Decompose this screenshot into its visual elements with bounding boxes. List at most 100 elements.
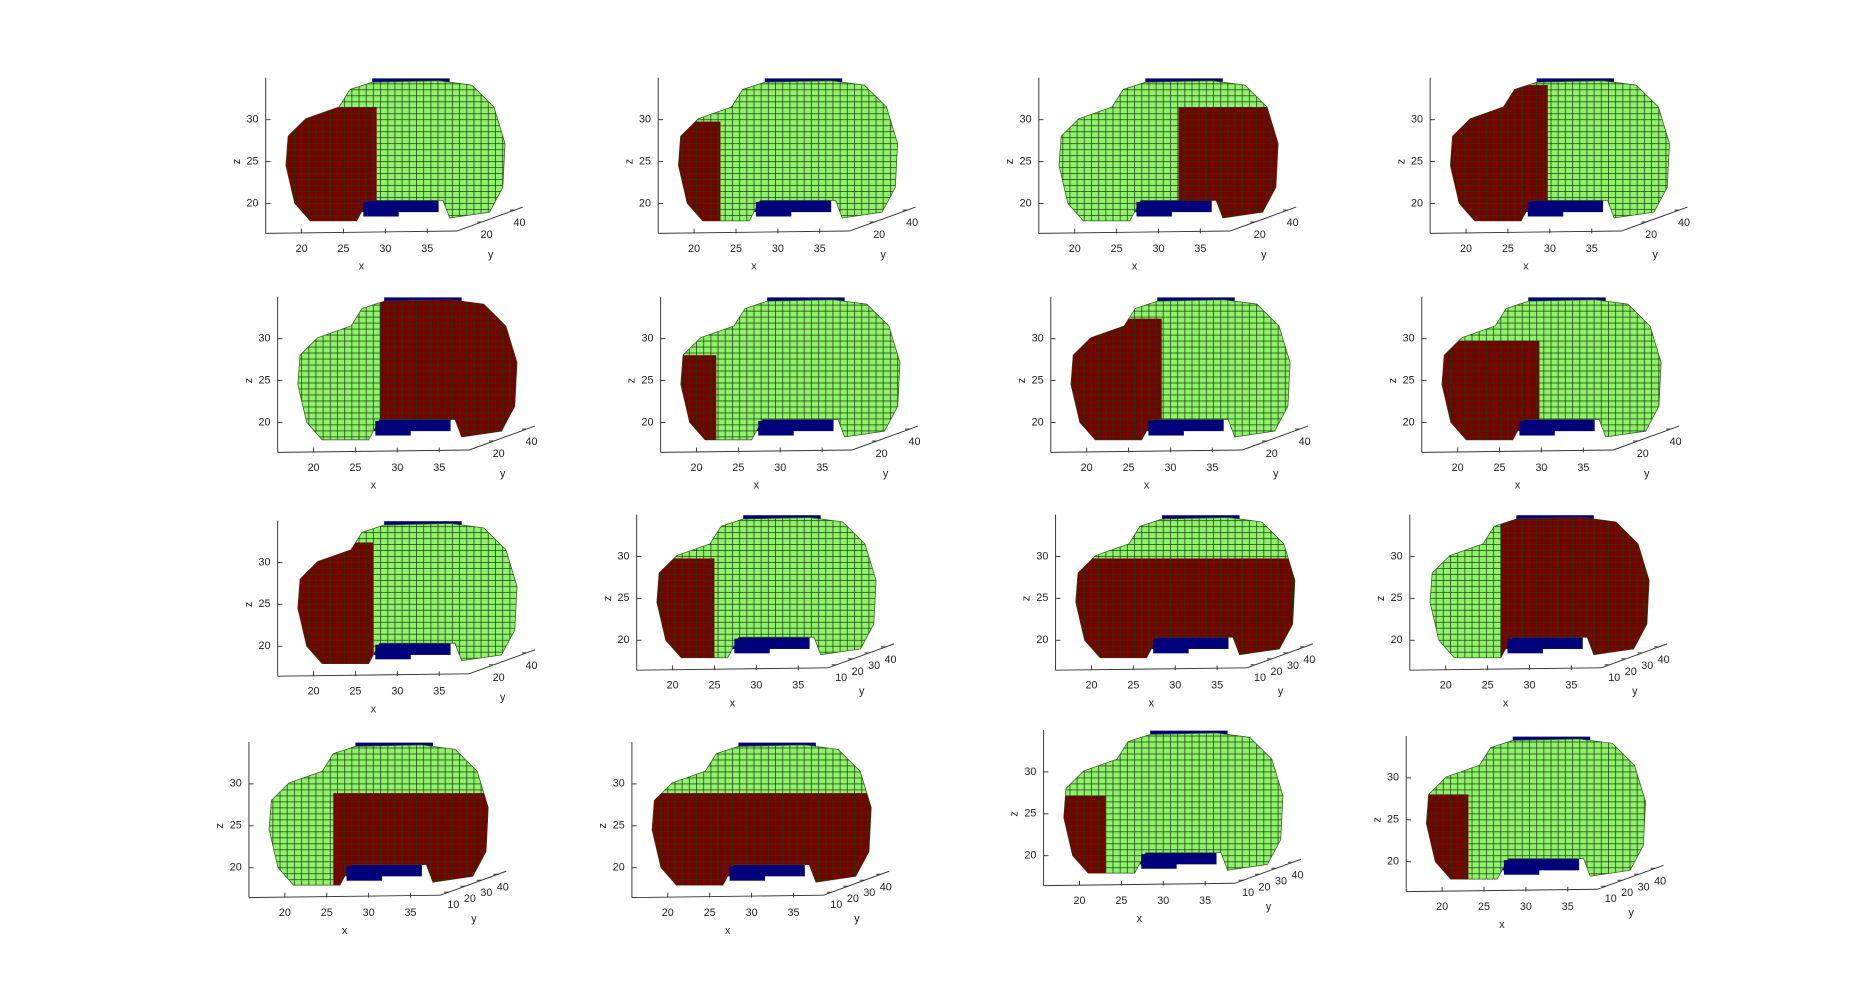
z-tick-label: 25: [1020, 155, 1032, 167]
x-axis-label: x: [1515, 480, 1521, 492]
x-tick-label: 30: [1157, 895, 1169, 907]
z-tick-label: 25: [258, 374, 270, 386]
x-tick-label: 20: [308, 686, 320, 698]
z-tick-label: 25: [1024, 808, 1036, 820]
x-tick-label: 30: [363, 907, 375, 919]
x-tick-label: 30: [1169, 680, 1181, 692]
y-axis-label: y: [1644, 468, 1650, 480]
y-tick-label: 20: [847, 893, 859, 905]
y-tick-label: 20: [1645, 229, 1657, 241]
z-axis-label: z: [626, 378, 638, 383]
x-axis: [1043, 882, 1236, 887]
x-tick-label: 25: [1502, 243, 1514, 255]
subplot: 20 25 30 20 25 30 35 20 40 x y z: [1016, 296, 1311, 492]
y-tick-label: 30: [863, 887, 875, 899]
subplot: 20 25 30 20 25 30 35 10 20 30 40 x y z: [1009, 730, 1303, 925]
z-tick-label: 25: [639, 155, 651, 167]
subplot: 20 25 30 20 25 30 35 20 40 x y z: [231, 77, 526, 273]
voxel-segment: [297, 542, 374, 664]
z-axis-label: z: [1016, 378, 1028, 383]
x-tick-label: 25: [349, 462, 361, 474]
y-tick-label: 40: [514, 217, 526, 229]
x-axis-label: x: [1132, 261, 1138, 273]
x-tick-label: 30: [750, 680, 762, 692]
x-axis-label: x: [1503, 698, 1509, 710]
y-tick-label: 20: [1621, 887, 1633, 899]
y-axis: [457, 206, 524, 232]
x-tick-label: 20: [1452, 462, 1464, 474]
y-axis-label: y: [859, 686, 865, 698]
subplot: 20 25 30 20 25 30 35 20 40 x y z: [1395, 77, 1690, 273]
y-tick-label: 40: [1654, 875, 1666, 887]
x-axis: [1038, 230, 1231, 234]
y-axis-label: y: [488, 249, 494, 261]
voxel-underside: [758, 420, 794, 436]
z-tick-label: 30: [1403, 333, 1415, 345]
voxel-underside: [346, 866, 383, 881]
voxel-underside: [363, 201, 399, 217]
z-tick-label: 25: [258, 598, 270, 610]
y-tick-label: 30: [868, 660, 880, 672]
y-tick-label: 10: [830, 899, 842, 911]
y-axis: [468, 649, 536, 675]
y-tick-label: 20: [1637, 448, 1649, 460]
z-axis-label: z: [602, 596, 614, 601]
x-tick-label: 30: [391, 462, 403, 474]
x-tick-label: 30: [1152, 243, 1164, 255]
x-tick-label: 25: [732, 462, 744, 474]
z-axis-label: z: [1395, 159, 1407, 164]
y-axis: [440, 870, 507, 896]
x-tick-label: 20: [662, 907, 674, 919]
y-axis-label: y: [1629, 907, 1635, 919]
z-axis-label: z: [1375, 596, 1387, 601]
voxel-underside: [1527, 201, 1564, 217]
z-axis-label: z: [1371, 817, 1383, 822]
z-axis-label: z: [243, 602, 255, 607]
voxel-underside: [375, 420, 411, 436]
x-tick-label: 20: [296, 243, 308, 255]
x-axis-label: x: [371, 704, 377, 716]
x-tick-label: 35: [405, 907, 417, 919]
x-axis: [277, 449, 470, 453]
x-tick-label: 30: [772, 243, 784, 255]
voxel-segment: [379, 299, 518, 440]
z-tick-label: 25: [1411, 155, 1423, 167]
z-tick-label: 20: [641, 416, 653, 428]
x-tick-label: 35: [1194, 243, 1206, 255]
x-axis-label: x: [751, 261, 757, 273]
y-tick-label: 20: [493, 448, 505, 460]
x-tick-label: 25: [1494, 462, 1506, 474]
x-tick-label: 25: [730, 243, 742, 255]
x-axis-label: x: [371, 480, 377, 492]
y-tick-label: 40: [1658, 654, 1670, 666]
z-tick-label: 25: [1387, 814, 1399, 826]
y-axis: [1242, 425, 1309, 451]
x-axis: [631, 894, 824, 899]
x-tick-label: 30: [1523, 680, 1535, 692]
subplot: 20 25 30 20 25 30 35 20 40 x y z: [623, 77, 918, 273]
z-tick-label: 20: [230, 862, 242, 874]
z-axis-label: z: [597, 823, 609, 828]
y-tick-label: 40: [906, 217, 918, 229]
z-tick-label: 30: [641, 333, 653, 345]
x-tick-label: 35: [1565, 680, 1577, 692]
z-tick-label: 25: [1032, 374, 1044, 386]
z-tick-label: 20: [639, 197, 651, 209]
voxel-segment: [1500, 517, 1650, 658]
z-axis-label: z: [214, 823, 226, 828]
x-axis-label: x: [1137, 913, 1143, 925]
z-tick-label: 20: [258, 640, 270, 652]
y-tick-label: 40: [526, 660, 538, 672]
voxel-underside: [729, 866, 765, 881]
voxel-segment: [656, 558, 715, 658]
x-tick-label: 35: [1562, 901, 1574, 913]
z-tick-label: 20: [618, 634, 630, 646]
z-tick-label: 25: [613, 820, 625, 832]
z-axis-label: z: [243, 378, 255, 383]
voxel-body: [1063, 732, 1284, 874]
x-tick-label: 20: [1436, 901, 1448, 913]
y-axis-label: y: [1632, 686, 1638, 698]
z-tick-label: 30: [1032, 333, 1044, 345]
z-tick-label: 30: [247, 114, 259, 126]
x-axis-label: x: [359, 261, 365, 273]
